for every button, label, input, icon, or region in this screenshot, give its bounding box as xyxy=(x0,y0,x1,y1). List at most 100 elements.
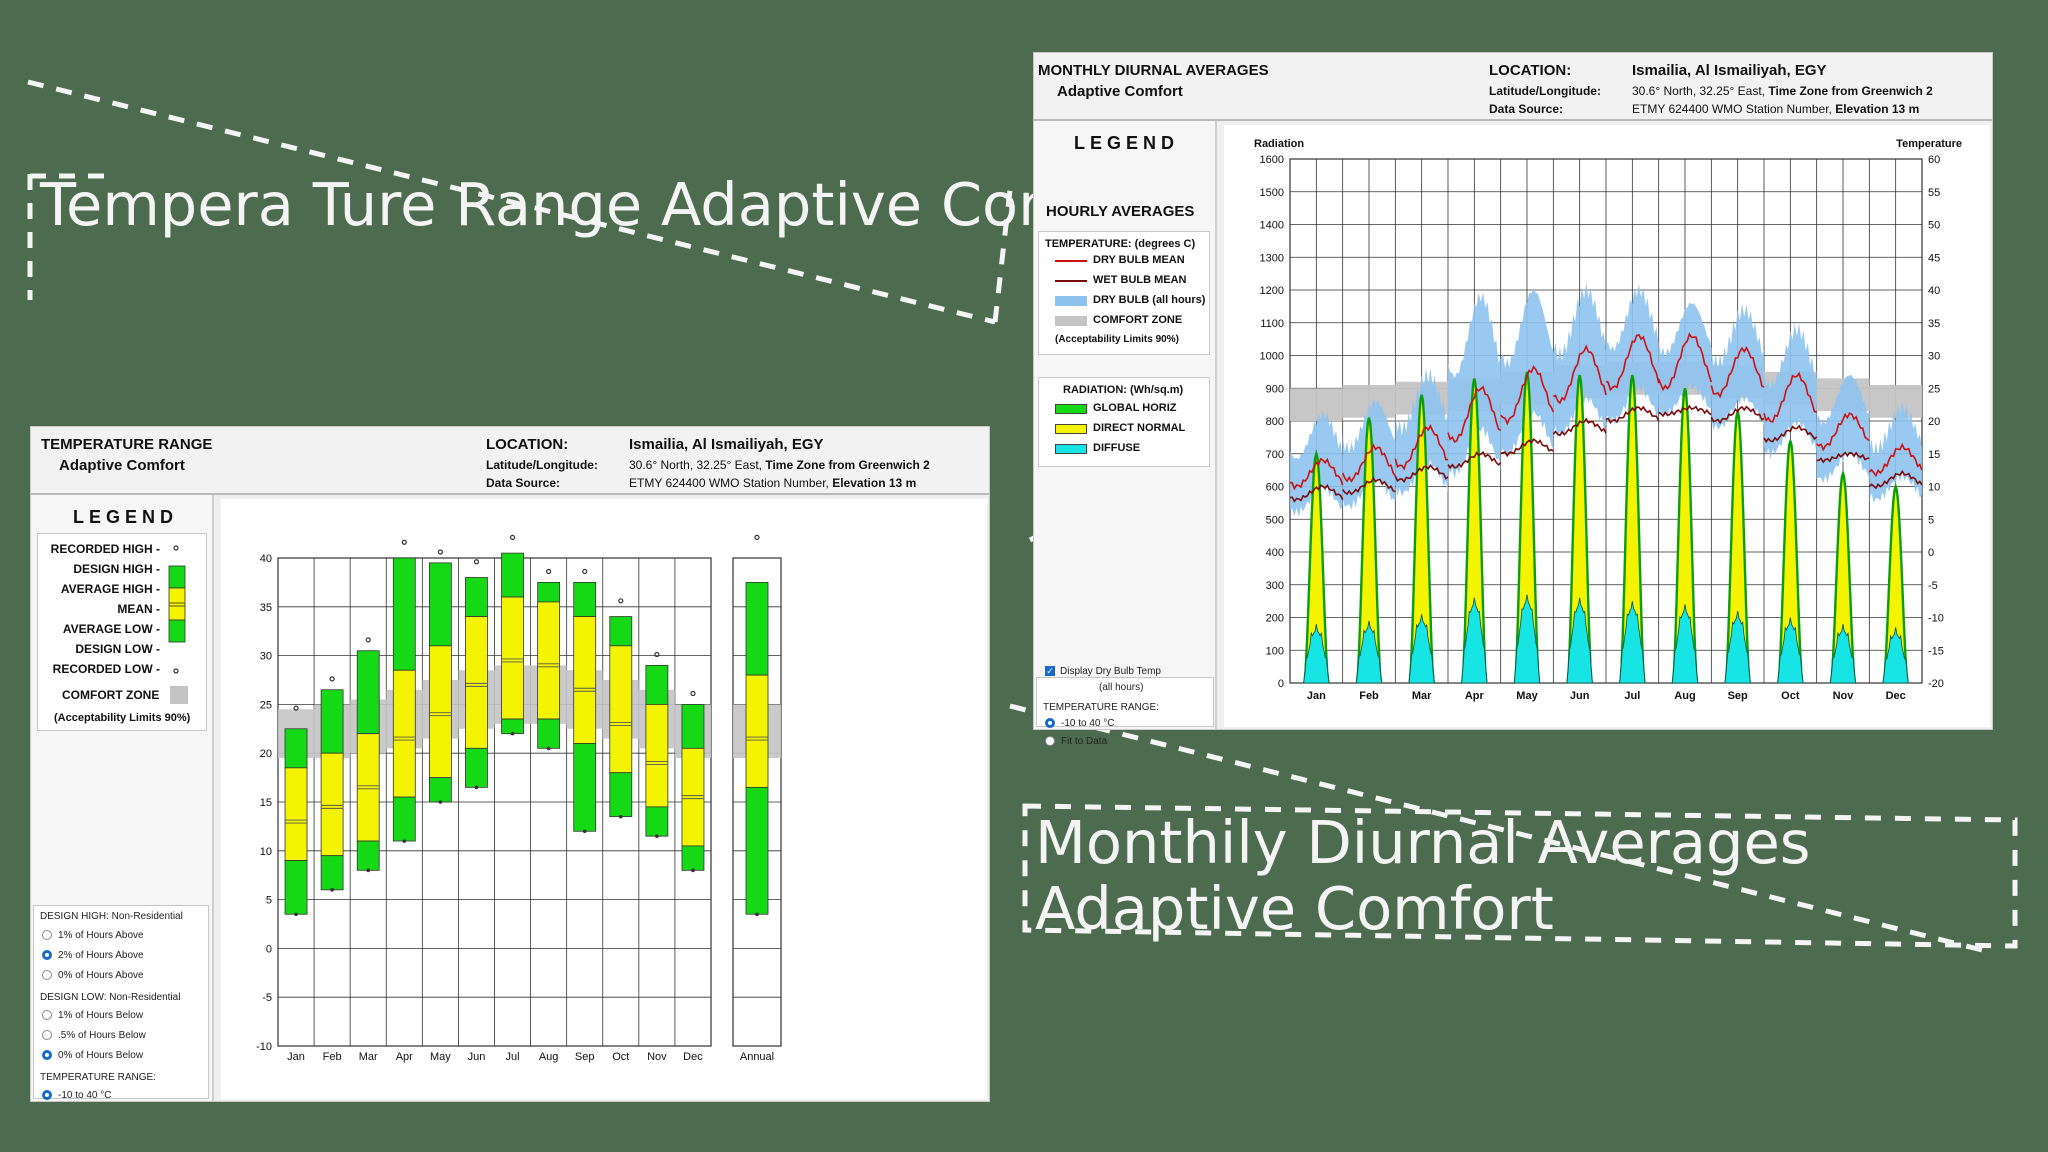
location-name-2: Ismailia, Al Ismailiyah, EGY xyxy=(1632,62,1827,79)
y2-tick-label: 55 xyxy=(1928,187,1940,199)
range-opt-2-2[interactable]: Fit to Data xyxy=(1045,736,1107,747)
design-high-opt-2[interactable]: 2% of Hours Above xyxy=(42,950,144,961)
diurnal-chart: Radiation Temperature16001500140013001200… xyxy=(1254,138,1962,702)
wet-bulb-mean-jun xyxy=(1552,417,1607,437)
x-tick-label-jun: Jun xyxy=(468,1051,486,1063)
bar-jan-recorded-low-dot xyxy=(294,912,298,917)
bar-oct-average-segment xyxy=(609,645,633,774)
temperature-range-panel: TEMPERATURE RANGE Adaptive Comfort LOCAT… xyxy=(30,426,990,1102)
design-high-opt-1[interactable]: 1% of Hours Above xyxy=(42,930,144,941)
source-label-2: Data Source: xyxy=(1489,102,1564,116)
y-tick-label: 0 xyxy=(266,943,272,955)
design-low-label: DESIGN LOW: Non-Residential xyxy=(40,992,181,1003)
bar-sep-design-low-segment xyxy=(573,743,597,832)
panel-title-2: MONTHLY DIURNAL AVERAGES xyxy=(1038,62,1269,79)
diurnal-chart-area: Radiation Temperature 1600 1500 1400 1300 1200… xyxy=(1224,125,1990,727)
dry-bulb-mean-aug xyxy=(1657,332,1713,392)
dry-bulb-mean-jul xyxy=(1605,334,1660,392)
bar-jun-design-low-segment xyxy=(465,747,488,788)
global-horiz-oct xyxy=(1777,440,1804,684)
bar-dec-design-low-segment xyxy=(681,845,705,871)
bar-annual-design-high-segment xyxy=(745,582,769,676)
x-tick-label-2-jul: Jul xyxy=(1624,690,1640,702)
range-opt-1[interactable]: -10 to 40 °C xyxy=(42,1090,111,1101)
rad-group-label: RADIATION: (Wh/sq.m) xyxy=(1063,384,1184,396)
bar-jan-design-high-segment xyxy=(284,728,308,769)
x-tick-label-2-mar: Mar xyxy=(1412,690,1432,702)
bar-sep-recorded-high-dot xyxy=(582,568,588,575)
y-tick-label-2: 1400 xyxy=(1260,220,1284,232)
dry-bulb-mean-oct xyxy=(1763,371,1817,423)
caption-diurnal-averages: Monthily Diurnal Averages Adaptive Comfo… xyxy=(1035,808,1811,944)
comfort-swatch-2 xyxy=(1055,316,1087,326)
range-opt-1-2[interactable]: -10 to 40 °C xyxy=(1045,718,1114,729)
display-dry-bulb-checkbox[interactable]: ✓ Display Dry Bulb Temp xyxy=(1045,666,1161,677)
bar-apr-design-high-segment xyxy=(392,557,416,671)
diffuse-oct xyxy=(1777,617,1804,684)
design-high-opt-3[interactable]: 0% of Hours Above xyxy=(42,970,144,981)
y2-tick-label: -5 xyxy=(1928,580,1938,592)
bar-feb-average-segment xyxy=(320,752,344,857)
wet-bulb-mean-sep xyxy=(1710,405,1765,425)
design-low-opt-2[interactable]: .5% of Hours Below xyxy=(42,1030,146,1041)
global-horiz-jun xyxy=(1566,374,1593,684)
bar-annual-recorded-high-dot xyxy=(754,534,760,540)
x-tick-label-apr: Apr xyxy=(396,1051,413,1063)
y-tick-label: 20 xyxy=(260,748,272,760)
x-tick-label-mar: Mar xyxy=(359,1051,378,1063)
diffuse-mar xyxy=(1408,614,1435,684)
x-tick-label-2-dec: Dec xyxy=(1886,690,1906,702)
wet-bulb-mean-dec xyxy=(1868,469,1923,490)
bar-jun-average-segment xyxy=(465,616,488,749)
design-low-opt-1[interactable]: 1% of Hours Below xyxy=(42,1010,143,1021)
y-axis-label: Radiation xyxy=(1254,138,1304,150)
bar-jun-design-high-segment xyxy=(465,577,488,617)
y2-tick-label: 10 xyxy=(1928,482,1940,494)
source-value-2: ETMY 624400 WMO Station Number, Elevatio… xyxy=(1632,102,1920,116)
bar-feb-design-high-segment xyxy=(320,689,344,754)
y2-tick-label: 5 xyxy=(1928,514,1934,526)
y-tick-label: 30 xyxy=(260,651,272,663)
x-tick-label-sep: Sep xyxy=(575,1051,595,1063)
latlon-label-2: Latitude/Longitude: xyxy=(1489,84,1601,98)
y-tick-label: 25 xyxy=(260,699,272,711)
bar-dec-recorded-high-dot xyxy=(690,690,696,697)
legend-comfort-zone-2: COMFORT ZONE xyxy=(1093,314,1183,326)
bar-oct-recorded-low-dot xyxy=(618,814,623,819)
dry-bulb-all-nov xyxy=(1816,375,1870,484)
latlon-value: 30.6° North, 32.25° East, Time Zone from… xyxy=(629,458,930,472)
panel-header-2: MONTHLY DIURNAL AVERAGES Adaptive Comfor… xyxy=(1034,53,1992,121)
y2-tick-label: 40 xyxy=(1928,285,1940,297)
comfort-swatch xyxy=(170,686,188,704)
global-horiz-aug xyxy=(1671,388,1699,684)
dry-bulb-all-sep xyxy=(1711,303,1764,431)
legend-design-high: DESIGN HIGH - xyxy=(73,562,160,576)
y2-tick-label: 60 xyxy=(1928,154,1940,166)
wet-bulb-mean-apr xyxy=(1447,451,1502,469)
bar-jul-average-segment xyxy=(501,596,524,720)
legend-bar-swatch xyxy=(168,545,186,674)
wet-mean-swatch xyxy=(1055,280,1087,282)
legend-design-low: DESIGN LOW - xyxy=(75,642,160,656)
global-horiz-jul xyxy=(1619,374,1646,684)
y2-tick-label: -20 xyxy=(1928,678,1944,690)
x-tick-label-nov: Nov xyxy=(647,1051,667,1063)
y-tick-label-2: 1100 xyxy=(1260,318,1284,330)
legend-direct-normal: DIRECT NORMAL xyxy=(1093,422,1186,434)
design-high-label: DESIGN HIGH: Non-Residential xyxy=(40,911,183,922)
wet-bulb-mean-may xyxy=(1500,438,1554,458)
bar-oct-design-low-segment xyxy=(609,772,633,818)
dry-mean-swatch xyxy=(1055,260,1087,262)
x-tick-label-dec: Dec xyxy=(683,1051,703,1063)
dry-all-swatch xyxy=(1055,296,1087,306)
bar-may-design-high-segment xyxy=(428,562,452,647)
bar-nov-average-segment xyxy=(645,703,669,808)
bar-aug-recorded-low-dot xyxy=(546,746,551,751)
design-low-opt-3[interactable]: 0% of Hours Below xyxy=(42,1050,143,1061)
y-tick-label-2: 800 xyxy=(1266,416,1284,428)
bar-sep-average-segment xyxy=(573,616,597,744)
temperature-legend-box: TEMPERATURE: (degrees C) DRY BULB MEAN W… xyxy=(1038,231,1210,355)
x-tick-label-2-sep: Sep xyxy=(1728,690,1748,702)
y-tick-label-2: 200 xyxy=(1266,613,1284,625)
bar-mar-recorded-high-dot xyxy=(365,637,371,643)
